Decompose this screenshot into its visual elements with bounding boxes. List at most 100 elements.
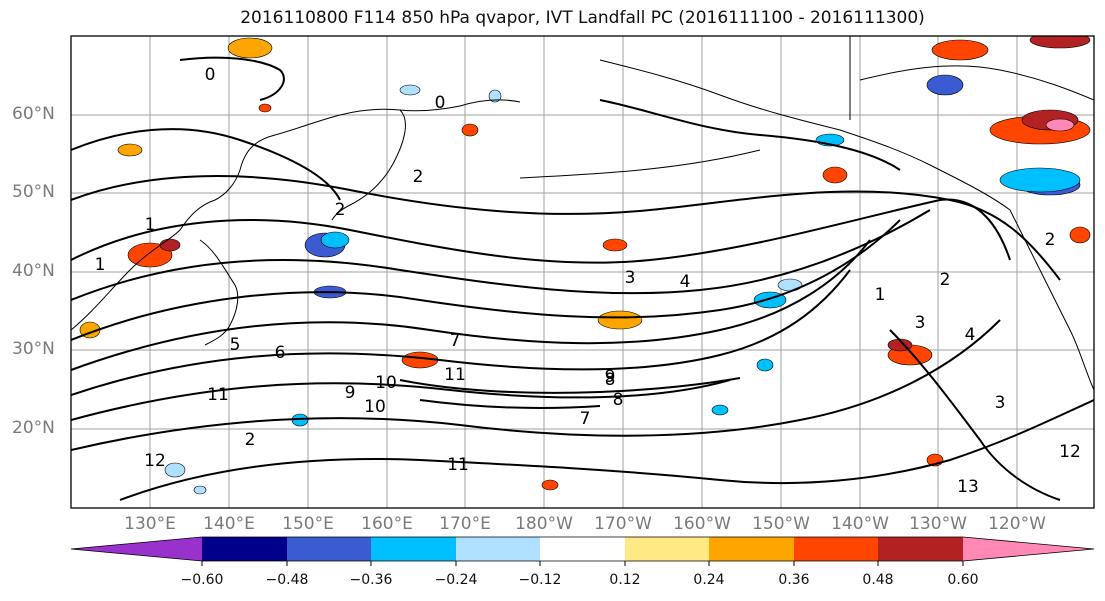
lon-label: 140°W — [831, 514, 889, 534]
contour-label: 2 — [413, 167, 424, 187]
contour-label: 2 — [245, 430, 256, 450]
qvapor-anomaly-patch — [926, 74, 964, 96]
lat-label: 20°N — [12, 418, 55, 438]
colorbar-tick-label: −0.24 — [434, 572, 478, 588]
contour-7 — [71, 269, 851, 396]
colorbar-segment — [287, 537, 371, 561]
qvapor-anomaly-patch — [597, 310, 643, 330]
colorbar — [70, 536, 1095, 566]
colorbar-segment — [878, 537, 963, 561]
contour-13 — [889, 329, 1061, 501]
coastline-asia — [71, 99, 521, 331]
lon-label: 130°W — [909, 514, 967, 534]
qvapor-anomaly-patch — [193, 485, 207, 495]
coastline-canada — [849, 36, 1094, 120]
contour-label: 9 — [605, 367, 616, 387]
qvapor-anomaly-patch — [822, 166, 848, 184]
colorbar-segment — [963, 537, 1094, 561]
contour-label: 4 — [680, 272, 691, 292]
qvapor-anomaly-patch — [711, 404, 729, 416]
colorbar-segment — [71, 537, 202, 561]
contour-8 — [71, 379, 731, 421]
contour-14 — [179, 56, 285, 101]
contour-label: 13 — [957, 477, 979, 497]
qvapor-anomaly-patch — [258, 103, 272, 113]
coastline-kamchatka — [331, 109, 406, 221]
lon-label: 170°W — [594, 514, 652, 534]
lon-label: 150°W — [752, 514, 810, 534]
qvapor-anomaly-patch — [399, 84, 421, 96]
contour-label: 3 — [995, 393, 1006, 413]
colorbar-tick-label: 0.12 — [609, 572, 641, 588]
contour-label: 9 — [345, 383, 356, 403]
contour-label: 2 — [940, 270, 951, 290]
contour-9 — [71, 319, 1001, 451]
contour-label: 6 — [275, 343, 286, 363]
qvapor-anomaly-patch — [1029, 36, 1091, 49]
ivt-contours — [71, 56, 1094, 501]
qvapor-anomaly-patch — [1069, 226, 1091, 244]
contour-label: 3 — [625, 268, 636, 288]
colorbar-segment — [625, 537, 709, 561]
contour-label: 10 — [364, 397, 386, 417]
colorbar-tick-label: 0.36 — [778, 572, 810, 588]
lon-label: 170°E — [439, 514, 491, 534]
contour-label: 2 — [1045, 230, 1056, 250]
contour-1 — [71, 128, 341, 201]
contour-5 — [71, 219, 901, 341]
contour-label: 11 — [207, 385, 229, 405]
contour-label: 2 — [335, 200, 346, 220]
lon-label: 130°E — [124, 514, 176, 534]
lat-label: 40°N — [12, 261, 55, 281]
contour-label: 7 — [580, 409, 591, 429]
qvapor-anomaly-patch — [127, 242, 173, 268]
qvapor-anomaly-patch — [756, 358, 774, 372]
colorbar-segment — [371, 537, 456, 561]
contour-label: 0 — [435, 93, 446, 113]
colorbar-segment — [709, 537, 794, 561]
contour-label: 1 — [875, 285, 886, 305]
lon-label: 120°W — [988, 514, 1046, 534]
coastline-japan — [199, 239, 239, 346]
qvapor-anomaly-patch — [488, 89, 502, 103]
lat-label: 60°N — [12, 104, 55, 124]
qvapor-anomaly-patch — [320, 231, 350, 249]
colorbar-tick-label: 0.48 — [862, 572, 894, 588]
lon-label: 180°W — [515, 514, 573, 534]
colorbar-tick-label: 0.60 — [947, 572, 979, 588]
contour-label: 4 — [965, 325, 976, 345]
qvapor-anomaly-patch — [227, 37, 273, 59]
qvapor-anomaly-patch — [999, 167, 1081, 193]
qvapor-anomaly-patch — [602, 238, 628, 252]
contour-label: 5 — [230, 335, 241, 355]
contour-3 — [71, 198, 1011, 264]
qvapor-shading — [79, 36, 1091, 495]
colorbar-tick-label: −0.60 — [180, 572, 224, 588]
contour-10 — [119, 399, 1094, 501]
colorbar-tick-label: 0.24 — [693, 572, 725, 588]
lat-label: 30°N — [12, 339, 55, 359]
qvapor-anomaly-patch — [931, 39, 989, 61]
qvapor-anomaly-patch — [461, 123, 479, 137]
colorbar-segment — [456, 537, 540, 561]
contour-label: 7 — [450, 331, 461, 351]
colorbar-segment — [794, 537, 878, 561]
contour-label: 11 — [444, 365, 466, 385]
coastline-aleutians — [519, 149, 761, 179]
contour-label: 10 — [375, 373, 397, 393]
qvapor-anomaly-patch — [541, 479, 559, 491]
qvapor-anomaly-patch — [164, 462, 186, 478]
contour-4 — [71, 209, 931, 301]
contour-11 — [399, 377, 741, 394]
contour-label: 0 — [205, 65, 216, 85]
map-frame — [70, 35, 1095, 509]
qvapor-anomaly-patch — [1045, 118, 1075, 132]
contour-label: 1 — [95, 255, 106, 275]
graticule — [71, 36, 1094, 508]
colorbar-tick-label: −0.36 — [349, 572, 393, 588]
lon-label: 160°E — [361, 514, 413, 534]
lon-label: 140°E — [203, 514, 255, 534]
colorbar-tick-label: −0.48 — [265, 572, 309, 588]
